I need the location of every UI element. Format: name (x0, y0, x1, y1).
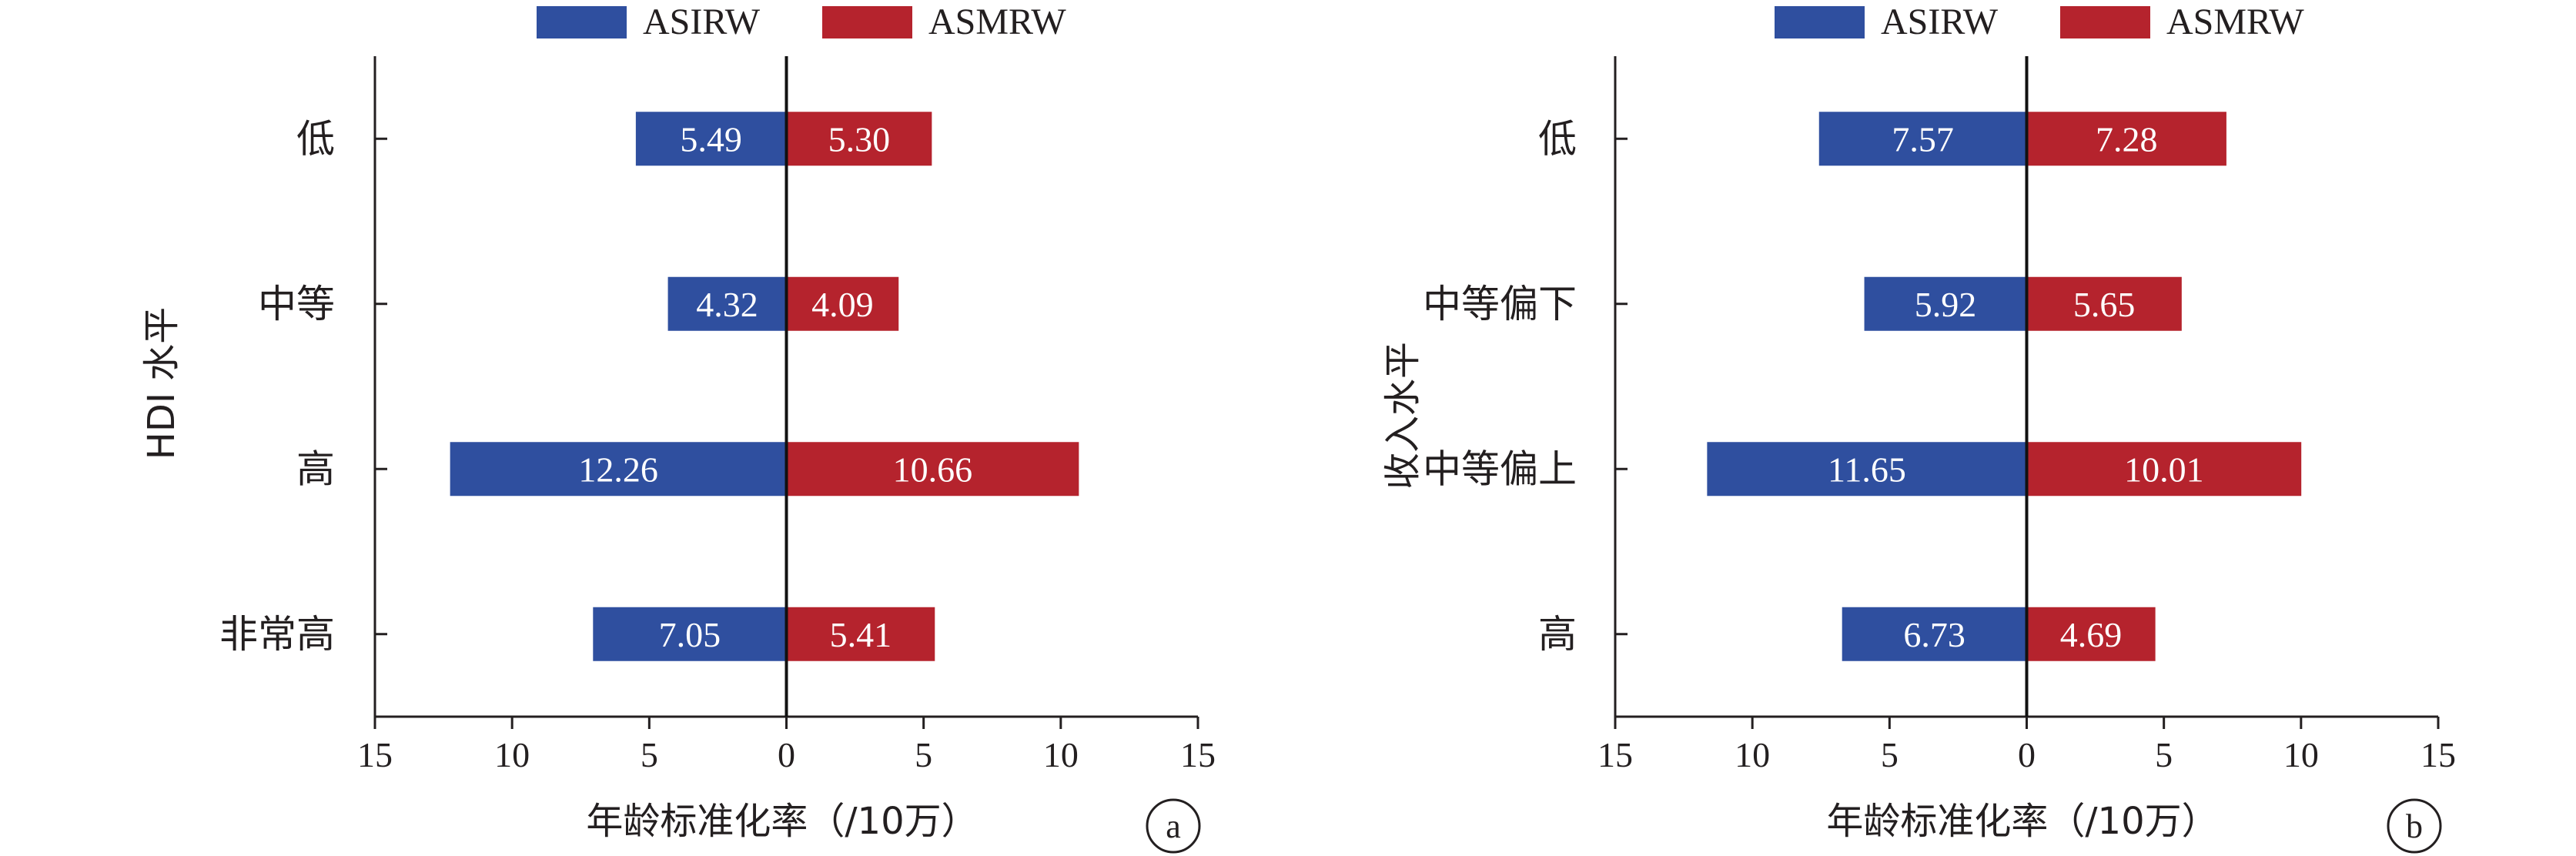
panel-b: ASIRW ASMRW 收入水平 15 10 5 0 5 10 15 低 7.57 7.28 中等偏… (1381, 2, 2456, 854)
data-label-asirw: 7.05 (659, 615, 721, 654)
x-tick-label: 15 (1597, 735, 1633, 774)
data-label-asmrw: 5.30 (828, 119, 891, 159)
legend: ASIRW ASMRW (537, 2, 1066, 42)
bar-asirw (450, 442, 787, 497)
bar-asmrw (786, 112, 932, 166)
legend-label-asirw: ASIRW (1881, 2, 1999, 42)
category-label: 非常高 (219, 612, 335, 657)
x-tick-label: 0 (778, 735, 795, 774)
category-label: 低 (1538, 116, 1577, 161)
x-tick-label: 5 (641, 735, 658, 774)
x-tick-label: 10 (1043, 735, 1079, 774)
bar-asirw (1842, 607, 2027, 661)
data-label-asmrw: 7.28 (2096, 119, 2158, 159)
category-label: 中等 (258, 282, 335, 326)
x-axis-title: 年龄标准化率（/10万） (586, 800, 978, 843)
panel-label-circle (2387, 798, 2442, 854)
bar-asmrw (2026, 112, 2226, 166)
panel-label-text: a (1166, 808, 1181, 845)
bar-asmrw (2026, 607, 2156, 661)
x-tick-label: 5 (2155, 735, 2173, 774)
x-tick-label: 10 (494, 735, 530, 774)
plot-area: 15 10 5 0 5 10 15 低 5.49 5.30 中等 4.32 4.09 高 12.26 10.6… (219, 56, 1216, 774)
data-label-asirw: 12.26 (578, 450, 658, 489)
x-tick-label: 15 (357, 735, 393, 774)
data-label-asmrw: 4.69 (2060, 615, 2123, 654)
bar-asirw (667, 276, 787, 331)
x-tick-label: 15 (2420, 735, 2456, 774)
bar-asmrw (2026, 442, 2302, 497)
x-tick-label: 10 (1735, 735, 1770, 774)
data-label-asmrw: 4.09 (811, 285, 874, 324)
data-label-asirw: 11.65 (1828, 450, 1906, 489)
x-axis-title: 年龄标准化率（/10万） (1826, 800, 2218, 843)
data-label-asirw: 6.73 (1903, 615, 1965, 654)
x-tick-label: 15 (1180, 735, 1216, 774)
plot-area: 15 10 5 0 5 10 15 低 7.57 7.28 中等偏下 5.92 5.65 中等偏上 11.6… (1423, 56, 2456, 774)
data-label-asmrw: 10.01 (2124, 450, 2204, 489)
bar-asmrw (786, 276, 899, 331)
category-label: 高 (296, 446, 335, 491)
bar-asirw (1864, 276, 2027, 331)
bar-asmrw (786, 442, 1079, 497)
y-axis-title: 收入水平 (1381, 342, 1424, 490)
category-label: 中等偏上 (1423, 446, 1577, 491)
panel-label: b (2387, 798, 2442, 854)
bar-asirw (1707, 442, 2027, 497)
data-label-asirw: 4.32 (696, 285, 758, 324)
legend: ASIRW ASMRW (1775, 2, 2304, 42)
data-label-asmrw: 5.41 (830, 615, 892, 654)
legend-label-asmrw: ASMRW (928, 2, 1066, 42)
bar-asmrw (786, 607, 935, 661)
bar-asirw (635, 112, 787, 166)
category-label: 中等偏下 (1423, 282, 1577, 326)
x-tick-label: 5 (915, 735, 932, 774)
x-tick-label: 10 (2283, 735, 2319, 774)
panel-label-text: b (2406, 808, 2423, 845)
data-label-asmrw: 5.65 (2073, 285, 2136, 324)
bar-asirw (1818, 112, 2027, 166)
data-label-asirw: 5.49 (680, 119, 742, 159)
panel-a: ASIRW ASMRW HDI 水平 15 10 5 0 5 10 15 低 5.49 5.30 中… (140, 2, 1216, 854)
legend-swatch-asmrw (2060, 6, 2150, 38)
data-label-asirw: 7.57 (1892, 119, 1954, 159)
legend-label-asmrw: ASMRW (2166, 2, 2304, 42)
legend-swatch-asirw (537, 6, 627, 38)
data-label-asirw: 5.92 (1915, 285, 1977, 324)
x-tick-label: 0 (2018, 735, 2036, 774)
legend-swatch-asmrw (822, 6, 912, 38)
data-label-asmrw: 10.66 (893, 450, 973, 489)
legend-label-asirw: ASIRW (643, 2, 761, 42)
bar-asmrw (2026, 276, 2182, 331)
x-tick-label: 5 (1881, 735, 1899, 774)
category-label: 高 (1538, 612, 1577, 657)
y-axis-title: HDI 水平 (140, 307, 183, 460)
bar-asirw (593, 607, 787, 661)
legend-swatch-asirw (1775, 6, 1865, 38)
panel-label-circle (1146, 798, 1201, 854)
category-label: 低 (296, 116, 335, 161)
panel-label: a (1146, 798, 1201, 854)
